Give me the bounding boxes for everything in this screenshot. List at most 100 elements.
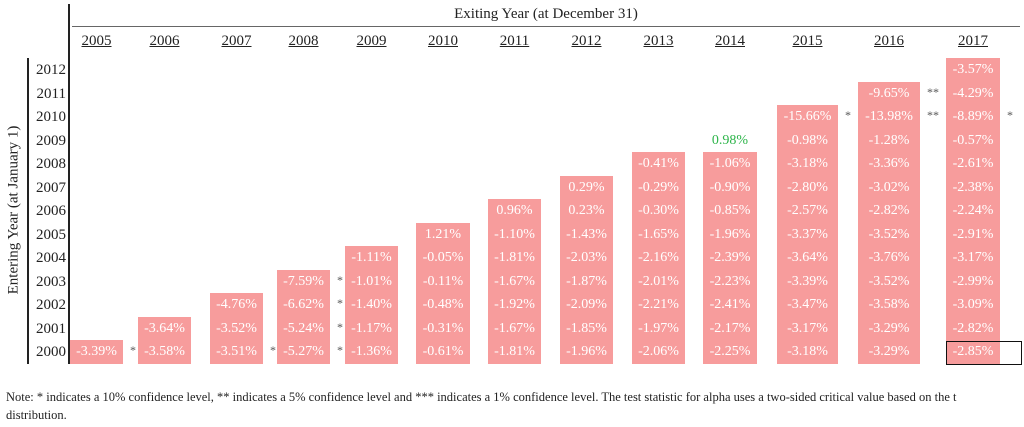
cell-2017-2008: -2.61% — [952, 156, 994, 171]
column-header-2008: 2008 — [288, 33, 319, 49]
row-label-2006: 2006 — [36, 203, 66, 219]
cell-2014-2008: -1.06% — [709, 156, 751, 171]
column-bar-2014 — [703, 152, 757, 364]
cell-2016-2009: -1.28% — [868, 132, 910, 148]
row-label-2000: 2000 — [36, 344, 66, 360]
cell-2010-2004: -0.05% — [422, 250, 464, 265]
cell-2016-2002: -3.58% — [868, 297, 910, 312]
cell-2016-2003: -3.52% — [868, 273, 910, 289]
column-header-2010: 2010 — [428, 33, 458, 49]
cell-2014-2009: 0.98% — [711, 132, 749, 148]
row-label-2003: 2003 — [36, 273, 66, 290]
cell-2016-2005: -3.52% — [868, 226, 910, 242]
cell-2011-2001: -1.67% — [494, 320, 535, 336]
cell-2012-2003: -1.87% — [566, 273, 607, 289]
cell-2010-2002: -0.48% — [422, 297, 464, 312]
cell-2008-2003: -7.59% — [283, 273, 324, 289]
column-header-2013: 2013 — [643, 33, 674, 49]
cell-2006-2001: -3.64% — [144, 320, 185, 336]
cell-2016-2007: -3.02% — [868, 179, 910, 195]
row-label-2009: 2009 — [36, 132, 66, 149]
cell-2017-2007: -2.38% — [952, 179, 994, 195]
x-axis-title: Exiting Year (at December 31) — [454, 6, 638, 22]
cell-2007-2002: -4.76% — [216, 297, 257, 312]
cell-2015-2005: -3.37% — [787, 226, 828, 242]
cell-2011-2006: 0.96% — [496, 203, 533, 218]
cell-2014-2000: -2.25% — [709, 344, 751, 359]
cell-2017-2011: -4.29% — [952, 85, 994, 101]
column-header-2011: 2011 — [499, 33, 530, 49]
cell-2017-2010: -8.89% — [952, 109, 994, 124]
column-bar-2010 — [416, 222, 470, 364]
cell-2015-2001: -3.17% — [787, 320, 828, 336]
cell-2015-2008: -3.18% — [787, 156, 828, 171]
cell-2017-2003: -2.99% — [952, 273, 994, 289]
row-label-2012: 2012 — [36, 62, 66, 78]
row-label-2008: 2008 — [36, 156, 66, 172]
column-bar-2009 — [345, 246, 398, 364]
cell-2012-2000: -1.96% — [566, 344, 607, 359]
column-header-2014: 2014 — [715, 33, 745, 49]
cell-2017-2006: -2.24% — [952, 203, 994, 218]
row-label-2002: 2002 — [36, 297, 66, 313]
significance-marker: * — [1007, 108, 1013, 122]
significance-marker: * — [337, 296, 343, 310]
cell-2014-2005: -1.96% — [709, 226, 751, 242]
cell-2016-2008: -3.36% — [868, 156, 910, 171]
cell-2013-2005: -1.65% — [638, 226, 679, 242]
cell-2017-2001: -2.82% — [952, 320, 994, 336]
column-header-2006: 2006 — [149, 33, 180, 49]
cell-2015-2006: -2.57% — [787, 203, 828, 218]
cell-2016-2010: -13.98% — [865, 109, 913, 124]
footnote: Note: * indicates a 10% confidence level… — [6, 390, 957, 422]
column-bar-2005 — [70, 340, 123, 364]
cell-2014-2002: -2.41% — [709, 297, 751, 312]
cell-2012-2004: -2.03% — [566, 250, 607, 265]
column-header-2017: 2017 — [958, 33, 988, 49]
cell-2013-2001: -1.97% — [638, 320, 679, 336]
cell-2013-2002: -2.21% — [638, 297, 679, 312]
cell-2014-2003: -2.23% — [709, 273, 751, 289]
column-bar-2008 — [277, 269, 330, 364]
significance-marker: ** — [927, 108, 939, 122]
cell-2016-2004: -3.76% — [868, 250, 910, 265]
cell-2009-2004: -1.11% — [351, 250, 392, 265]
cell-2015-2003: -3.39% — [787, 273, 828, 289]
highlight-box — [946, 340, 1022, 365]
left-axis-line — [27, 58, 29, 364]
cell-2017-2000: -2.85% — [952, 344, 994, 359]
row-label-2011: 2011 — [36, 85, 66, 102]
column-header-2007: 2007 — [221, 33, 252, 49]
column-bar-2006 — [138, 316, 191, 364]
cell-2015-2007: -2.80% — [787, 179, 828, 195]
column-bar-2007 — [210, 293, 263, 364]
row-label-2005: 2005 — [36, 226, 66, 243]
column-header-2016: 2016 — [874, 33, 904, 49]
cell-2013-2000: -2.06% — [638, 344, 679, 359]
cell-2008-2000: -5.27% — [283, 344, 324, 359]
cell-2016-2011: -9.65% — [868, 85, 910, 101]
cell-2013-2006: -0.30% — [638, 203, 679, 218]
significance-marker: * — [337, 343, 343, 357]
column-bar-2011 — [488, 199, 541, 364]
cell-2013-2008: -0.41% — [638, 156, 679, 171]
column-bar-2016 — [858, 81, 920, 364]
cell-2014-2006: -0.85% — [709, 203, 751, 218]
column-header-2005: 2005 — [81, 33, 112, 49]
cell-2011-2003: -1.67% — [494, 273, 535, 289]
cell-2008-2001: -5.24% — [283, 320, 324, 336]
column-header-2009: 2009 — [356, 33, 387, 49]
row-label-2004: 2004 — [36, 250, 66, 266]
cell-2011-2004: -1.81% — [494, 250, 535, 265]
cell-2012-2002: -2.09% — [566, 297, 607, 312]
row-label-2007: 2007 — [36, 179, 66, 196]
cell-2012-2005: -1.43% — [566, 226, 607, 242]
cell-2010-2005: 1.21% — [424, 226, 462, 242]
cell-2017-2009: -0.57% — [952, 132, 994, 148]
cell-2011-2002: -1.92% — [494, 297, 535, 312]
cell-2015-2002: -3.47% — [787, 297, 828, 312]
cell-2011-2005: -1.10% — [494, 226, 535, 242]
cell-2013-2003: -2.01% — [638, 273, 679, 289]
cell-2016-2001: -3.29% — [868, 320, 910, 336]
cell-2015-2000: -3.18% — [787, 344, 828, 359]
